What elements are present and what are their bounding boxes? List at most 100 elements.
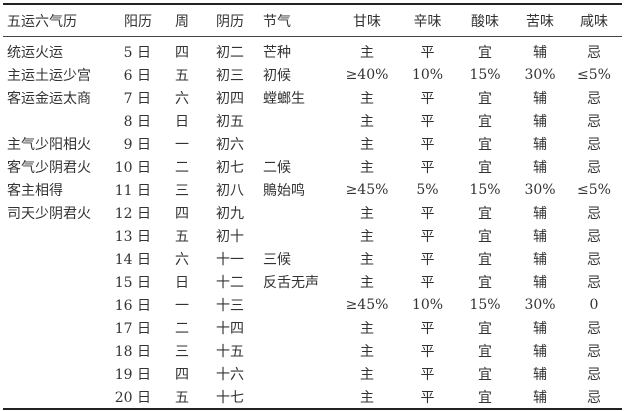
cell-pungent-taste: 平 [420,90,435,107]
cell-lunar-date: 十一 [216,251,244,268]
cell-sweet-taste: ≥40% [345,66,389,83]
cell-weekday: 四 [175,205,189,222]
table-row: 客运金运太商 7 日 六 初四 螳螂生 主 平 宜 辅 忌 [3,86,622,109]
cell-weekday: 六 [175,251,189,268]
cell-solar-term: 初候 [263,67,291,84]
cell-salty-taste: 忌 [587,205,601,222]
cell-solar-term [259,201,335,224]
cell-solar-term: 反舌无声 [263,274,319,291]
cell-salty-taste: 忌 [587,343,601,360]
cell-bitter-taste: 辅 [533,228,547,245]
cell-weekday: 日 [175,113,189,130]
cell-sour-taste: 宜 [478,205,492,222]
cell-sweet-taste: 主 [360,389,374,406]
cell-five-movements-six-qi [3,385,113,409]
cell-pungent-taste: 平 [420,251,435,268]
cell-sour-taste: 宜 [478,320,492,337]
cell-lunar-date: 十三 [216,297,244,314]
table-row: 19 日 四 十六 主 平 宜 辅 忌 [3,362,622,385]
cell-bitter-taste: 辅 [533,389,547,406]
cell-solar-term: 螳螂生 [263,90,305,107]
cell-pungent-taste: 平 [420,320,435,337]
cell-solar-term [259,316,335,339]
cell-salty-taste: 忌 [587,113,601,130]
cell-pungent-taste: 平 [420,44,435,61]
cell-weekday: 二 [175,320,189,337]
cell-bitter-taste: 辅 [533,136,547,153]
cell-bitter-taste: 辅 [533,159,547,176]
cell-five-movements-six-qi [3,362,113,385]
cell-weekday: 五 [175,67,189,84]
cell-weekday: 一 [175,297,189,314]
cell-sweet-taste: 主 [360,113,374,130]
cell-sour-taste: 宜 [478,251,492,268]
cell-lunar-date: 初五 [216,113,244,130]
cell-lunar-date: 十六 [216,366,244,383]
cell-sour-taste: 宜 [478,90,492,107]
cell-salty-taste: ≤5% [577,66,611,83]
cell-solar-date: 8 日 [123,113,151,130]
cell-five-movements-six-qi: 客运金运太商 [7,90,91,107]
cell-solar-date: 18 日 [114,343,151,360]
cell-weekday: 日 [175,274,189,291]
cell-solar-date: 11 日 [114,182,151,199]
cell-weekday: 六 [175,90,189,107]
cell-salty-taste: 忌 [587,251,601,268]
cell-sweet-taste: 主 [360,343,374,360]
cell-sweet-taste: ≥45% [345,181,389,198]
cell-bitter-taste: 辅 [533,366,547,383]
cell-sour-taste: 15% [469,66,501,83]
cell-sweet-taste: 主 [360,159,374,176]
cell-weekday: 二 [175,159,189,176]
cell-pungent-taste: 10% [411,66,444,83]
header-solar-date: 阳历 [124,13,152,30]
table-body: 统运火运 5 日四初二 芒种主平宜辅忌主运土运少宫 6 日五初三 初候 ≥40% 10% 15… [3,37,622,409]
cell-sour-taste: 宜 [478,228,492,245]
cell-pungent-taste: 5% [416,181,439,198]
cell-sour-taste: 宜 [478,366,492,383]
cell-salty-taste: ≤5% [577,181,611,198]
cell-pungent-taste: 平 [420,113,435,130]
cell-sour-taste: 宜 [478,274,492,291]
cell-solar-term [259,132,335,155]
cell-five-movements-six-qi: 主气少阳相火 [7,136,91,153]
cell-five-movements-six-qi [3,316,113,339]
cell-bitter-taste: 辅 [533,251,547,268]
cell-salty-taste: 0 [589,296,599,313]
cell-solar-term: 三候 [263,251,291,268]
cell-solar-date: 13 日 [114,228,151,245]
cell-solar-date: 9 日 [123,136,151,153]
cell-lunar-date: 初十 [216,228,244,245]
cell-weekday: 一 [175,136,189,153]
cell-sour-taste: 15% [469,181,501,198]
header-salty-taste: 咸味 [580,13,608,30]
five-movements-six-qi-table: 五运六气历 阳历周阴历 节气 甘味 辛味 酸味 苦味 咸味 统运火运 5 日四初二 芒种主平宜辅忌… [3,3,622,410]
cell-solar-term [259,109,335,132]
cell-solar-date: 20 日 [114,389,151,406]
header-lunar-date: 阴历 [216,13,244,30]
cell-weekday: 三 [175,343,189,360]
cell-five-movements-six-qi: 客气少阴君火 [7,159,91,176]
cell-solar-date: 16 日 [114,297,151,314]
cell-solar-date: 5 日 [123,44,151,61]
table-row: 20 日 五 十七 主 平 宜 辅 忌 [3,385,622,409]
cell-weekday: 四 [175,44,189,61]
header-bitter-taste: 苦味 [526,13,554,30]
cell-bitter-taste: 辅 [533,113,547,130]
cell-weekday: 三 [175,182,189,199]
cell-sweet-taste: 主 [360,136,374,153]
table-row: 15 日 日 十二 反舌无声 主 平 宜 辅 忌 [3,270,622,293]
cell-weekday: 五 [175,228,189,245]
cell-pungent-taste: 平 [420,228,435,245]
table-row: 18 日 三 十五 主 平 宜 辅 忌 [3,339,622,362]
cell-solar-date: 10 日 [114,159,151,176]
cell-salty-taste: 忌 [587,44,601,61]
cell-sour-taste: 宜 [478,389,492,406]
cell-pungent-taste: 平 [420,136,435,153]
cell-lunar-date: 十五 [216,343,244,360]
cell-solar-date: 14 日 [114,251,151,268]
cell-bitter-taste: 辅 [533,90,547,107]
table-row: 8 日 日 初五 主 平 宜 辅 忌 [3,109,622,132]
cell-salty-taste: 忌 [587,320,601,337]
cell-lunar-date: 初二 [216,44,244,61]
